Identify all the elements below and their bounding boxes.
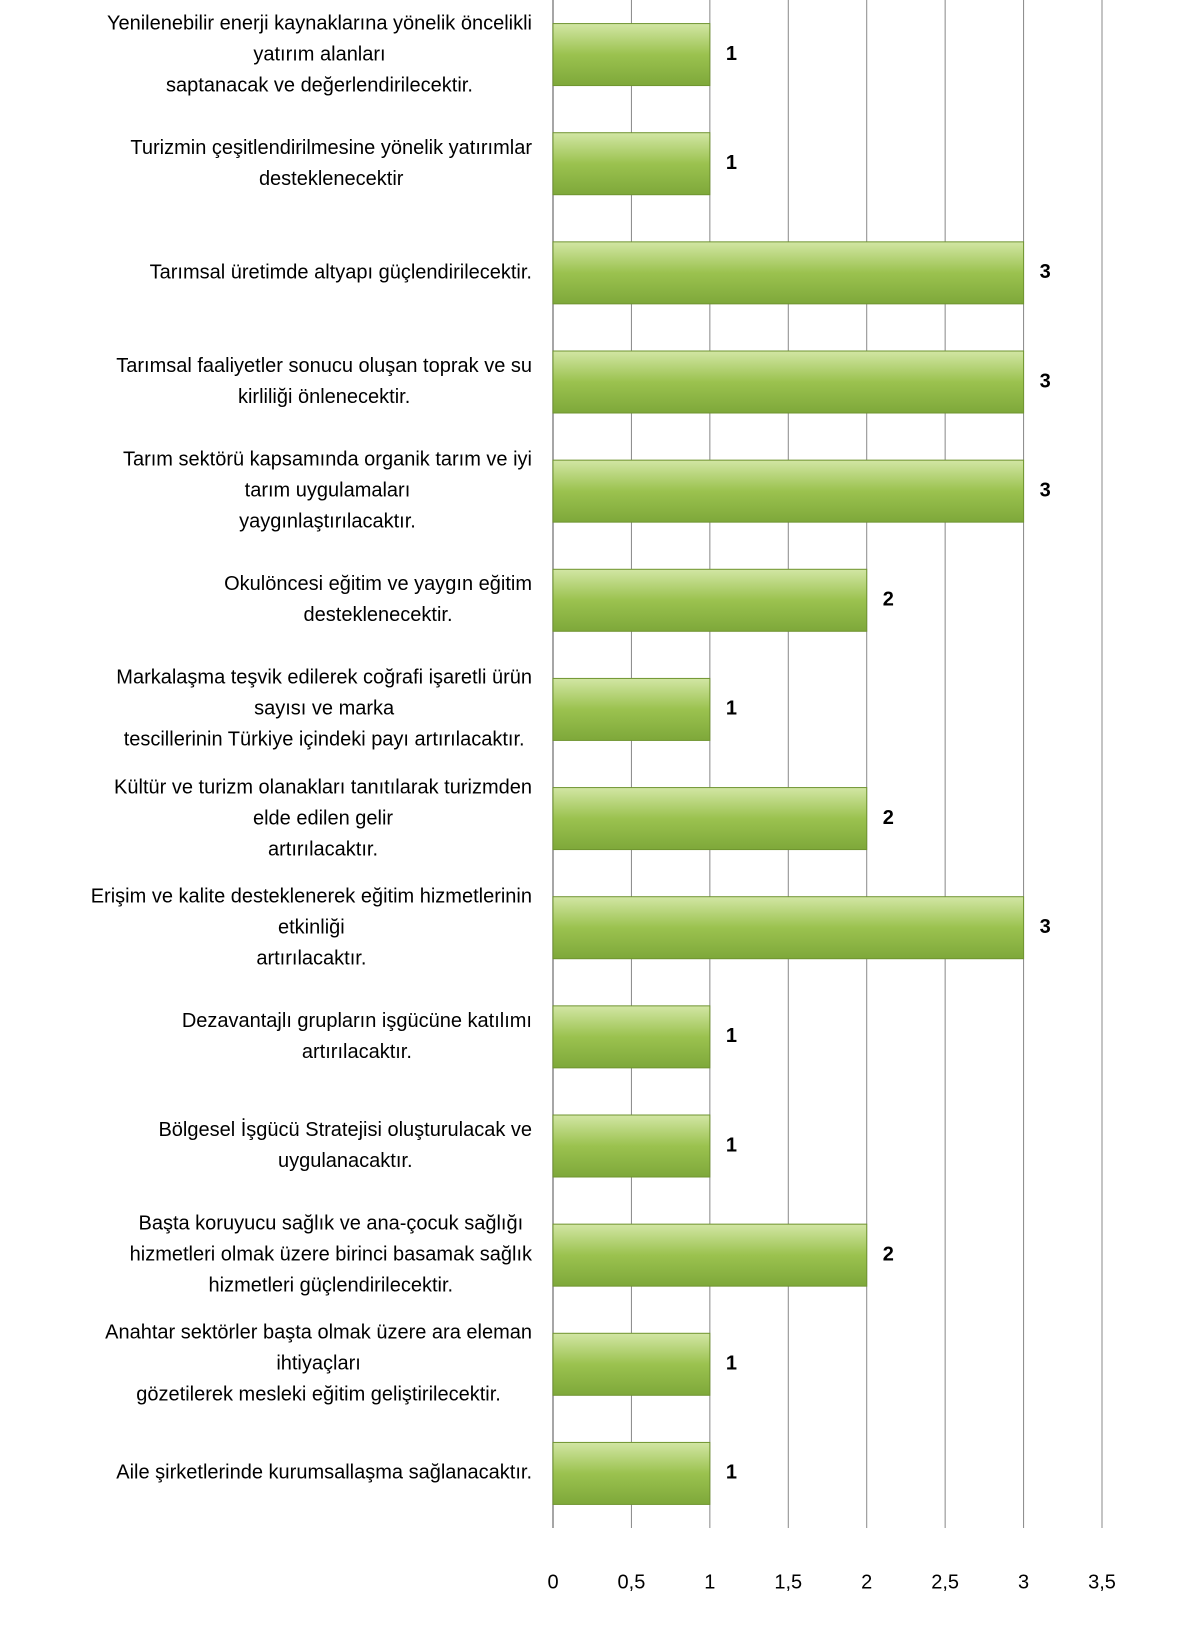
- x-tick-label: 2,5: [931, 1571, 959, 1593]
- value-label: 1: [726, 1462, 737, 1484]
- x-tick-label: 3: [1018, 1571, 1029, 1593]
- y-tick-label: Okulöncesi eğitim ve yaygın eğitim deste…: [224, 573, 532, 627]
- bar: [552, 241, 1025, 305]
- bar: [552, 1114, 711, 1178]
- value-label: 1: [726, 43, 737, 65]
- bar: [552, 787, 868, 851]
- y-tick-label: Turizmin çeşitlendirilmesine yönelik yat…: [130, 136, 532, 190]
- x-tick-label: 2: [861, 1571, 872, 1593]
- x-tick-label: 1: [704, 1571, 715, 1593]
- y-tick-label: Başta koruyucu sağlık ve ana-çocuk sağlı…: [129, 1212, 532, 1297]
- bar: [552, 132, 711, 196]
- x-tick-label: 1,5: [774, 1571, 802, 1593]
- bar: [552, 896, 1025, 960]
- bar: [552, 1441, 711, 1505]
- x-tick-label: 0: [547, 1571, 558, 1593]
- value-label: 1: [726, 1025, 737, 1047]
- value-label: 3: [1040, 916, 1051, 938]
- value-label: 3: [1040, 370, 1051, 392]
- value-label: 1: [726, 1134, 737, 1156]
- bar: [552, 1005, 711, 1069]
- bar: [552, 1332, 711, 1396]
- y-tick-label: Erişim ve kalite desteklenerek eğitim hi…: [90, 885, 532, 970]
- value-label: 1: [726, 698, 737, 720]
- x-tick-label: 0,5: [618, 1571, 646, 1593]
- value-label: 3: [1040, 479, 1051, 501]
- value-label: 3: [1040, 261, 1051, 283]
- y-tick-label: Tarımsal üretimde altyapı güçlendirilece…: [149, 261, 532, 284]
- x-tick-label: 3,5: [1088, 1571, 1116, 1593]
- bar: [552, 459, 1025, 523]
- y-tick-label: Dezavantajlı grupların işgücüne katılımı…: [181, 1009, 532, 1063]
- y-tick-label: Markalaşma teşvik edilerek coğrafi işare…: [116, 666, 532, 751]
- value-label: 1: [726, 152, 737, 174]
- bar: [552, 1223, 868, 1287]
- y-tick-label: Aile şirketlerinde kurumsallaşma sağlana…: [116, 1461, 532, 1484]
- value-label: 2: [883, 807, 894, 829]
- bar: [552, 677, 711, 741]
- bar: [552, 350, 1025, 414]
- value-label: 2: [883, 589, 894, 611]
- y-tick-label: Anahtar sektörler başta olmak üzere ara …: [105, 1321, 532, 1406]
- y-tick-label: Tarım sektörü kapsamında organik tarım v…: [122, 448, 532, 533]
- bar: [552, 568, 868, 632]
- y-tick-label: Yenilenebilir enerji kaynaklarına yöneli…: [106, 12, 532, 97]
- value-label: 1: [726, 1353, 737, 1375]
- y-tick-label: Bölgesel İşgücü Stratejisi oluşturulacak…: [158, 1119, 532, 1172]
- y-tick-label: Kültür ve turizm olanakları tanıtılarak …: [114, 776, 532, 861]
- bar: [552, 23, 711, 87]
- value-label: 2: [883, 1243, 894, 1265]
- y-tick-label: Tarımsal faaliyetler sonucu oluşan topra…: [116, 355, 532, 408]
